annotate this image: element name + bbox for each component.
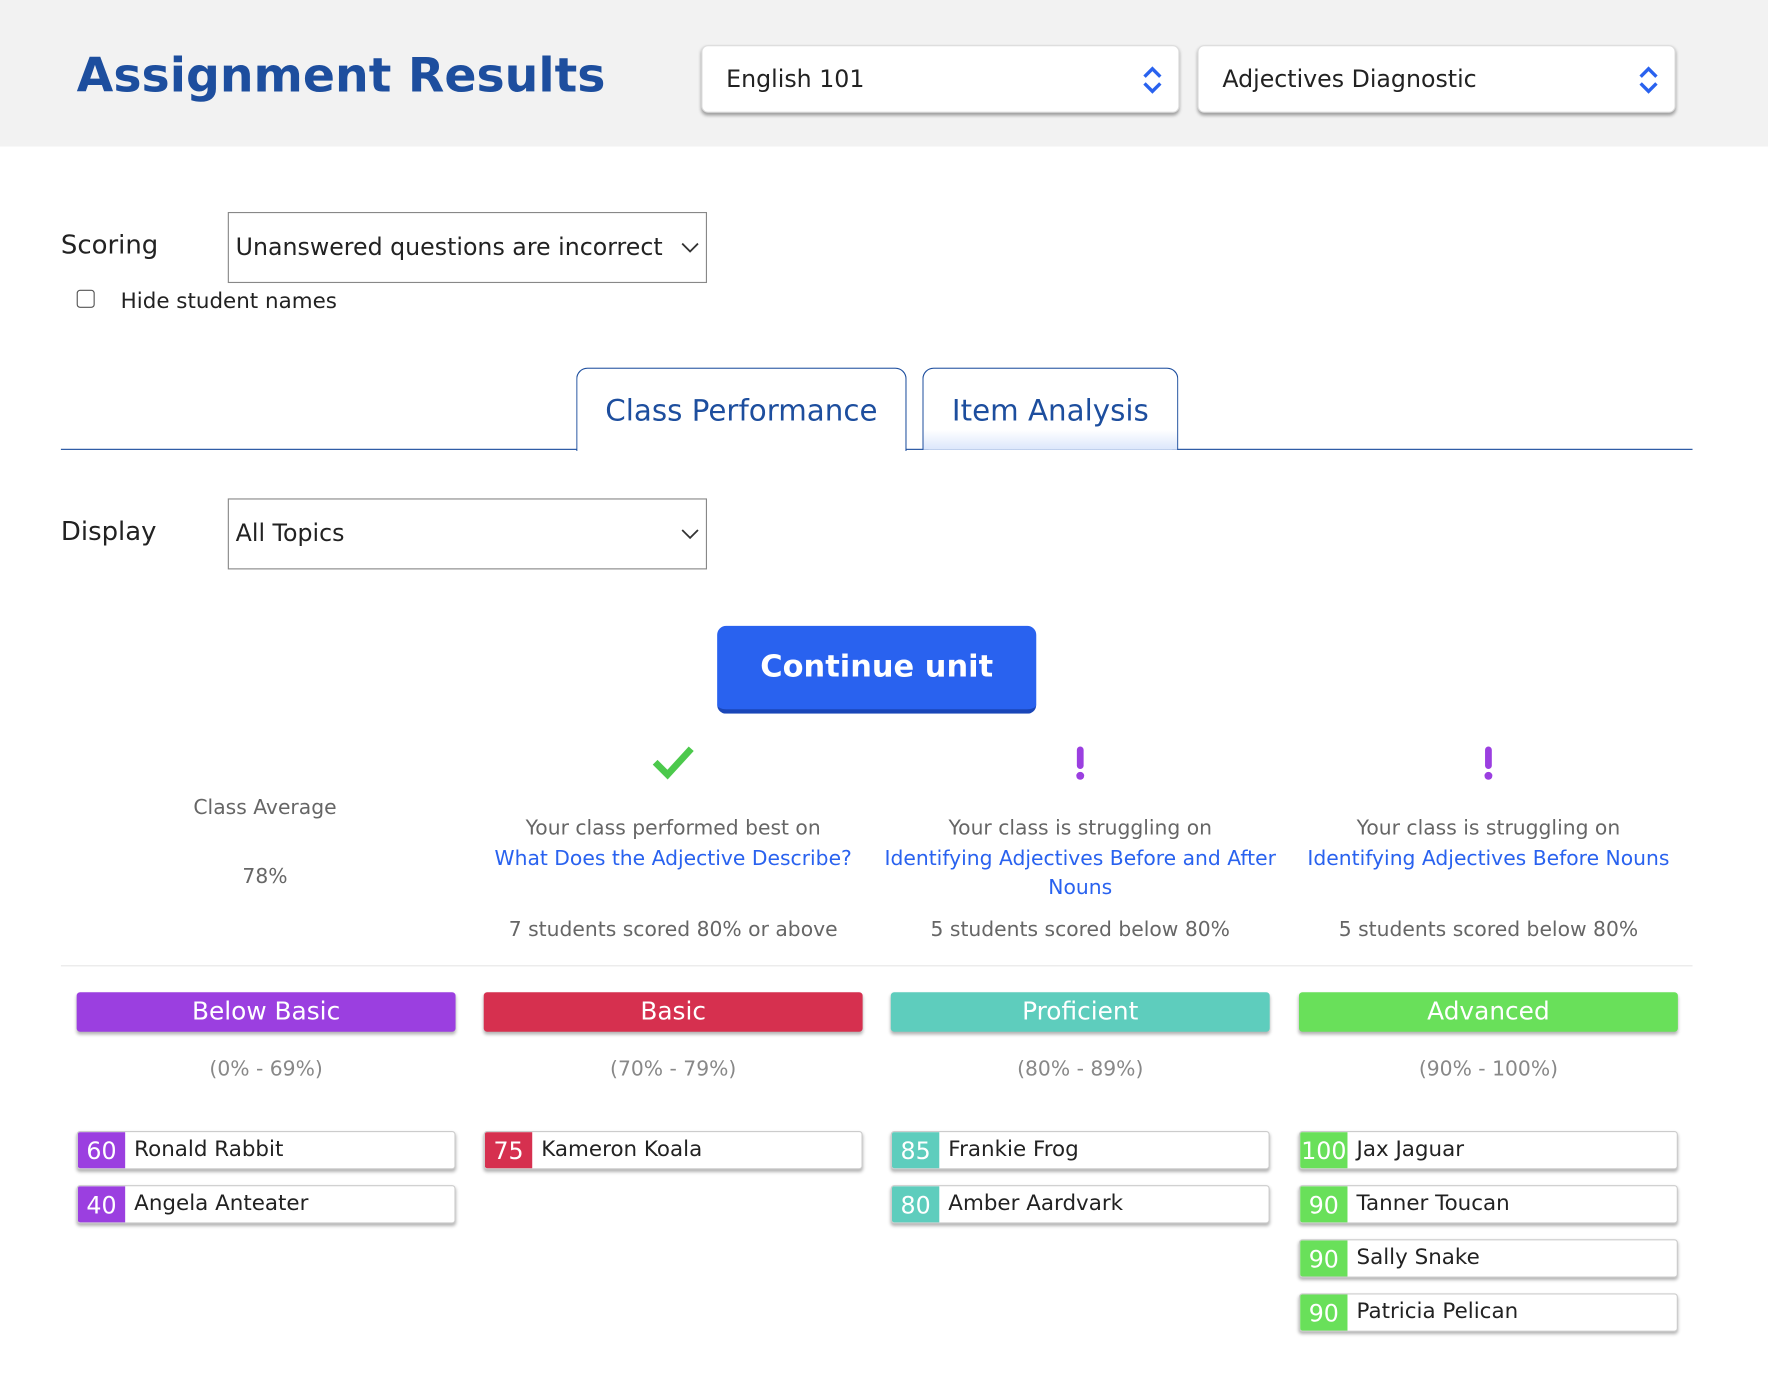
level-range: (70% - 79%) (610, 1057, 737, 1082)
display-value: All Topics (235, 519, 345, 547)
course-select[interactable]: English 101 (701, 45, 1180, 113)
student-score: 90 (1300, 1294, 1348, 1331)
student-row[interactable]: 75 Kameron Koala (483, 1130, 863, 1170)
student-row[interactable]: 85 Frankie Frog (890, 1130, 1270, 1170)
student-name: Amber Aardvark (948, 1190, 1124, 1216)
student-score: 75 (484, 1132, 533, 1169)
student-row[interactable]: 100 Jax Jaguar (1298, 1130, 1678, 1170)
student-row[interactable]: 60 Ronald Rabbit (76, 1130, 456, 1170)
level-header: Basic (483, 992, 863, 1032)
class-average-value: 78% (242, 864, 288, 889)
student-row[interactable]: 90 Sally Snake (1298, 1239, 1678, 1278)
student-name: Kameron Koala (541, 1136, 703, 1162)
level-range: (90% - 100%) (1418, 1057, 1559, 1082)
student-row[interactable]: 90 Tanner Toucan (1298, 1185, 1678, 1224)
student-row[interactable]: 40 Angela Anteater (76, 1185, 456, 1224)
student-score: 60 (77, 1132, 126, 1169)
insight-count: 7 students scored 80% or above (508, 917, 838, 942)
insight-icon (1058, 740, 1103, 785)
student-score: 85 (891, 1132, 940, 1169)
level-header: Proficient (890, 992, 1270, 1032)
insight-icon (651, 740, 696, 785)
tab[interactable]: Class Performance (576, 367, 907, 452)
select-arrows (1639, 66, 1658, 94)
page-title: Assignment Results (76, 47, 606, 103)
student-name: Tanner Toucan (1356, 1190, 1510, 1216)
chevron (681, 529, 699, 540)
separator (60, 965, 1693, 967)
student-name: Sally Snake (1356, 1244, 1480, 1270)
scoring-value: Unanswered questions are incorrect (235, 233, 663, 261)
insight-lead: Your class performed best on (525, 816, 821, 841)
insight-lead: Your class is struggling on (1356, 816, 1621, 841)
student-row[interactable]: 90 Patricia Pelican (1298, 1293, 1678, 1332)
level-range: (80% - 89%) (1017, 1057, 1144, 1082)
display-label: Display (60, 517, 157, 547)
student-score: 90 (1300, 1240, 1348, 1277)
insight-count: 5 students scored below 80% (1338, 917, 1639, 942)
scoring-select[interactable]: Unanswered questions are incorrect (227, 211, 708, 284)
level-header: Below Basic (76, 992, 456, 1032)
student-score: 80 (891, 1186, 940, 1223)
student-name: Ronald Rabbit (134, 1136, 284, 1162)
student-score: 40 (77, 1186, 126, 1223)
insight-count: 5 students scored below 80% (930, 917, 1230, 942)
insight-lead: Your class is struggling on (948, 816, 1213, 841)
insight-topic[interactable]: Identifying Adjectives Before Nouns (1307, 846, 1670, 871)
select-arrows (1143, 66, 1162, 94)
student-name: Angela Anteater (134, 1190, 309, 1216)
insight-topic[interactable]: What Does the Adjective Describe? (494, 846, 852, 871)
scoring-label: Scoring (60, 231, 159, 261)
assignment-value: Adjectives Diagnostic (1222, 65, 1477, 93)
chevron (681, 242, 699, 253)
assignment-select[interactable]: Adjectives Diagnostic (1197, 45, 1676, 113)
level-range: (0% - 69%) (209, 1057, 323, 1082)
insight-icon (1466, 740, 1511, 785)
checkbox[interactable] (76, 289, 95, 308)
student-score: 90 (1300, 1186, 1348, 1223)
student-score: 100 (1300, 1132, 1348, 1169)
display-select[interactable]: All Topics (227, 498, 708, 570)
class-average-label: Class Average (193, 796, 337, 820)
tab[interactable]: Item Analysis (922, 367, 1179, 450)
hide-names-label: Hide student names (120, 288, 337, 314)
insight-topic[interactable]: Identifying Adjectives Before and After … (884, 846, 1276, 900)
student-name: Jax Jaguar (1356, 1136, 1465, 1162)
level-header: Advanced (1298, 992, 1678, 1032)
continue-button[interactable]: Continue unit (717, 625, 1037, 714)
course-value: English 101 (726, 65, 865, 93)
student-row[interactable]: 80 Amber Aardvark (890, 1185, 1270, 1224)
student-name: Patricia Pelican (1356, 1298, 1519, 1324)
student-name: Frankie Frog (948, 1136, 1079, 1162)
